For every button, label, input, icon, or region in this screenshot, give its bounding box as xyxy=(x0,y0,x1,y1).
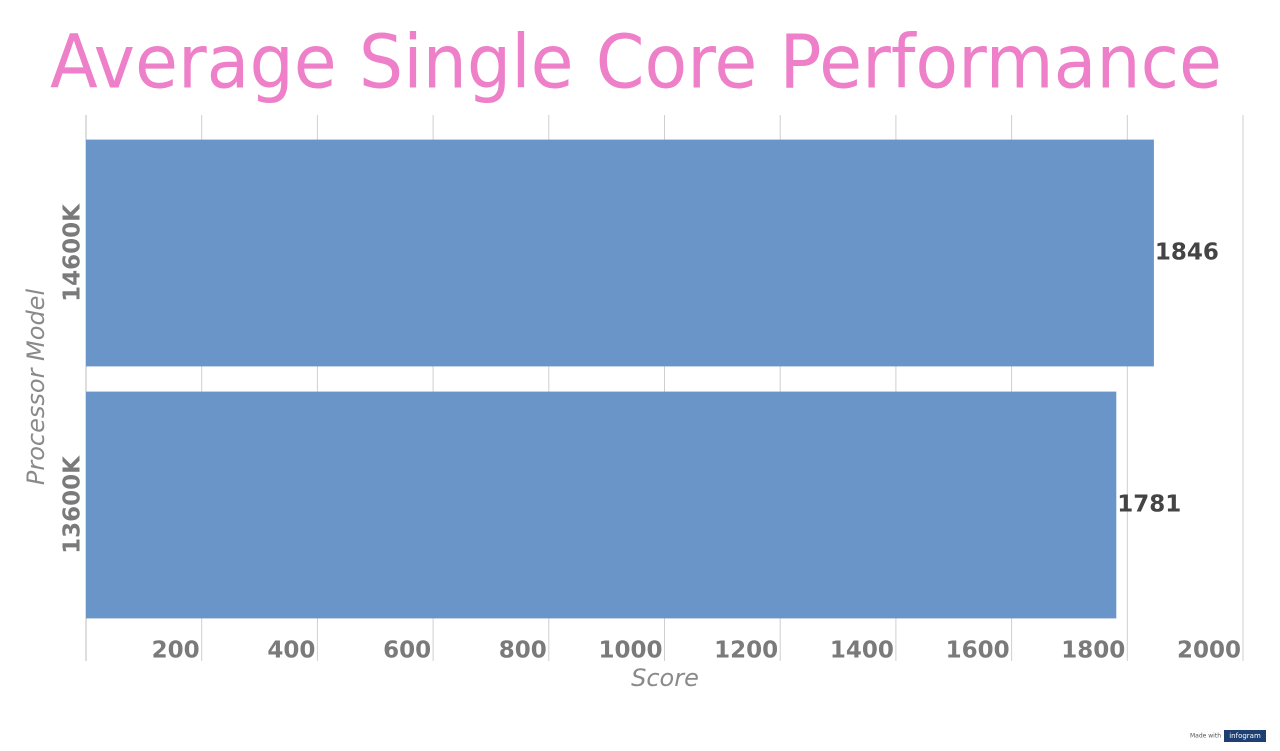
x-tick-label: 1600 xyxy=(946,638,1010,664)
x-tick-label: 1200 xyxy=(714,638,778,664)
x-axis-title: Score xyxy=(631,664,699,692)
chart-title: Average Single Core Performance xyxy=(50,20,1222,106)
value-label: 1846 xyxy=(1155,240,1219,266)
bar xyxy=(86,139,1154,367)
x-tick-label: 200 xyxy=(152,638,200,664)
footer-badge xyxy=(1224,730,1266,742)
value-label: 1781 xyxy=(1117,492,1181,518)
x-tick-label: 2000 xyxy=(1177,638,1241,664)
x-tick-label: 800 xyxy=(499,638,547,664)
footer-brand: infogram xyxy=(1229,732,1261,740)
x-tick-label: 1000 xyxy=(598,638,662,664)
footer-text: Made with xyxy=(1190,733,1221,740)
x-tick-label: 1800 xyxy=(1061,638,1125,664)
bar xyxy=(86,391,1117,619)
x-tick-label: 400 xyxy=(267,638,315,664)
y-tick-label: 13600K xyxy=(60,455,86,554)
x-tick-label: 1400 xyxy=(830,638,894,664)
x-tick-label: 600 xyxy=(383,638,431,664)
y-tick-label: 14600K xyxy=(60,203,86,302)
y-axis-title: Processor Model xyxy=(22,289,50,486)
